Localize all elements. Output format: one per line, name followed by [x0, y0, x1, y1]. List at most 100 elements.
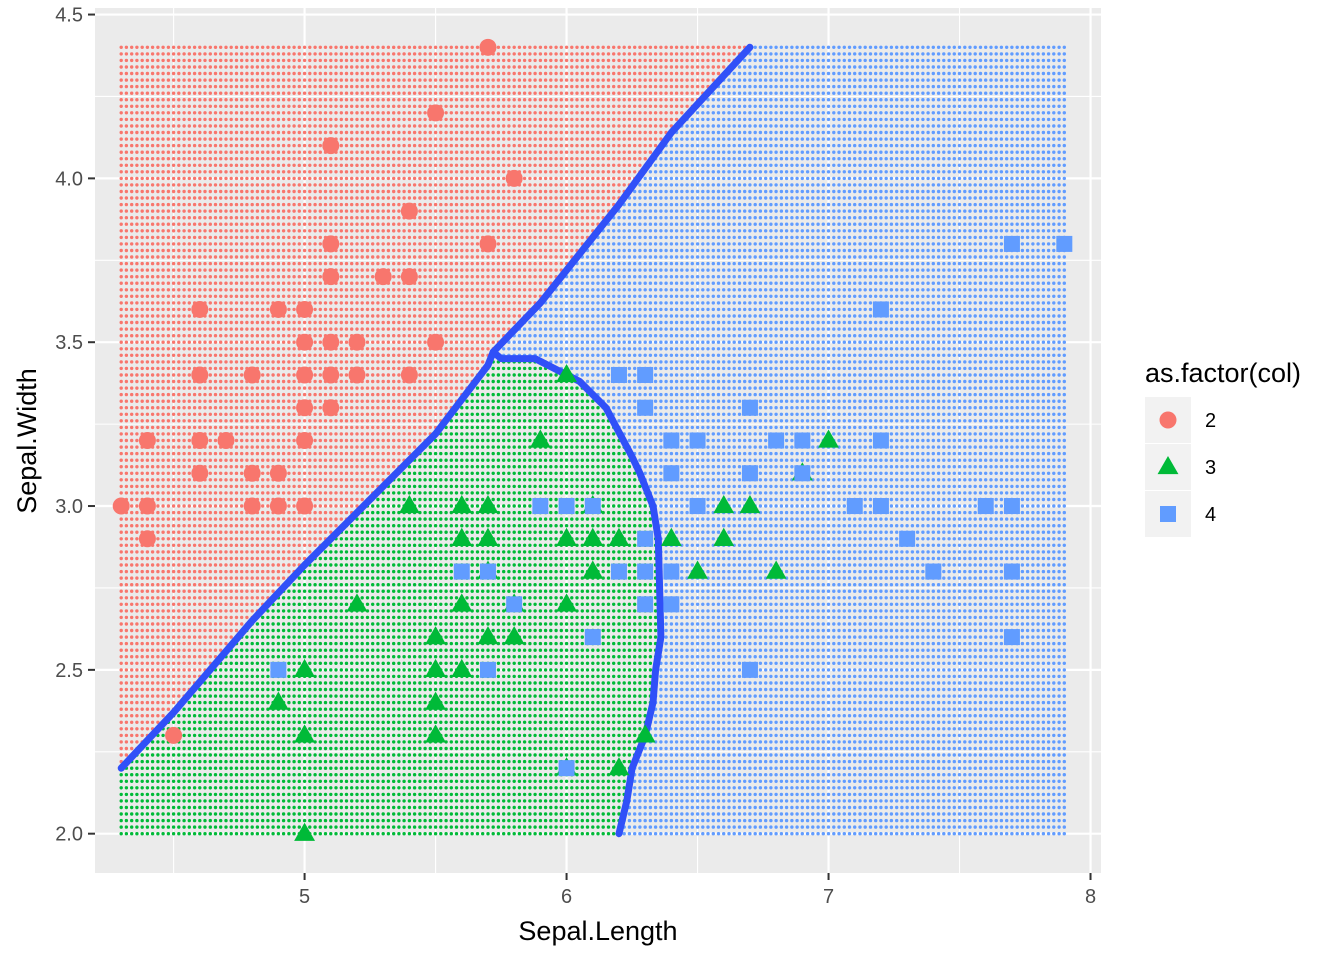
data-point-class-2 — [191, 464, 209, 482]
data-point-class-3 — [556, 527, 578, 546]
data-point-class-4 — [637, 563, 654, 580]
data-point-class-2 — [479, 235, 497, 253]
data-point-class-2 — [296, 497, 314, 515]
data-point-class-3 — [425, 626, 447, 645]
data-point-class-2 — [322, 268, 340, 286]
data-point-class-2 — [427, 104, 445, 122]
data-point-class-2 — [374, 268, 392, 286]
y-tick-label: 3.5 — [55, 332, 83, 354]
data-point-class-2 — [296, 432, 314, 449]
data-point-class-2 — [322, 137, 340, 155]
data-point-class-3 — [477, 626, 499, 645]
data-point-class-2 — [427, 333, 445, 351]
data-point-class-2 — [243, 464, 261, 482]
data-point-class-3 — [582, 527, 604, 546]
data-point-class-2 — [400, 366, 418, 384]
data-point-class-4 — [479, 661, 496, 678]
data-point-class-4 — [453, 563, 470, 580]
x-tick-label: 8 — [1085, 886, 1096, 908]
data-point-class-4 — [558, 498, 575, 515]
data-point-class-2 — [138, 432, 156, 449]
data-point-class-2 — [296, 333, 314, 351]
data-point-class-2 — [269, 464, 287, 482]
data-point-class-3 — [687, 560, 709, 579]
data-points — [112, 38, 1073, 841]
data-point-class-3 — [608, 757, 630, 776]
data-point-class-2 — [322, 399, 340, 417]
data-point-class-4 — [977, 498, 994, 515]
data-point-class-2 — [217, 432, 235, 449]
data-point-class-3 — [556, 363, 578, 383]
y-tick-label: 3.0 — [55, 496, 83, 518]
data-point-class-4 — [532, 498, 549, 515]
legend-label: 4 — [1205, 504, 1216, 526]
data-point-class-4 — [584, 498, 601, 515]
y-tick-label: 2.5 — [55, 660, 83, 682]
data-point-class-4 — [479, 563, 496, 580]
x-tick-label: 5 — [299, 886, 310, 908]
data-point-class-4 — [610, 563, 627, 580]
data-point-class-2 — [400, 202, 418, 220]
data-point-class-4 — [663, 563, 680, 580]
y-axis-title: Sepal.Width — [12, 368, 42, 514]
data-point-class-2 — [400, 268, 418, 286]
data-point-class-2 — [269, 497, 287, 515]
legend: as.factor(col) 2 3 4 — [1145, 358, 1301, 537]
data-point-class-4 — [663, 596, 680, 613]
legend-label: 3 — [1205, 457, 1216, 479]
data-point-class-4 — [584, 629, 601, 646]
y-tick-label: 4.5 — [55, 5, 83, 27]
data-point-class-4 — [794, 432, 811, 449]
data-point-class-2 — [243, 497, 261, 515]
data-point-class-3 — [477, 527, 499, 546]
legend-key-square — [1160, 506, 1176, 522]
data-point-class-4 — [1056, 235, 1073, 252]
data-point-class-2 — [243, 366, 261, 384]
data-point-class-3 — [818, 429, 839, 448]
data-point-class-3 — [713, 495, 735, 514]
legend-title: as.factor(col) — [1145, 358, 1301, 388]
data-point-class-3 — [503, 626, 525, 645]
data-point-class-3 — [451, 658, 473, 678]
data-point-class-2 — [191, 366, 209, 384]
data-point-class-2 — [322, 333, 340, 351]
data-point-class-4 — [872, 432, 889, 449]
data-point-class-3 — [398, 495, 420, 514]
data-point-class-4 — [899, 530, 916, 547]
x-axis-title: Sepal.Length — [518, 916, 677, 946]
data-point-class-4 — [689, 498, 706, 515]
data-point-class-4 — [768, 432, 785, 449]
data-point-class-3 — [713, 527, 735, 546]
data-point-class-4 — [1003, 498, 1020, 515]
data-point-class-2 — [269, 300, 287, 318]
data-point-class-3 — [608, 527, 630, 546]
region-points-class-2 — [119, 45, 752, 764]
data-point-class-2 — [296, 366, 314, 384]
data-point-class-3 — [739, 495, 761, 514]
data-point-class-3 — [451, 527, 473, 546]
data-point-class-4 — [637, 366, 654, 383]
y-tick-label: 2.0 — [55, 824, 83, 846]
data-point-class-3 — [267, 691, 289, 710]
data-point-class-3 — [477, 495, 499, 514]
data-point-class-4 — [872, 301, 889, 318]
data-point-class-3 — [294, 658, 316, 678]
data-point-class-4 — [794, 465, 811, 482]
data-point-class-3 — [425, 691, 447, 710]
data-point-class-4 — [558, 760, 575, 777]
data-point-class-4 — [1003, 235, 1020, 252]
decision-boundary — [117, 43, 754, 838]
data-point-class-2 — [191, 300, 209, 318]
data-point-class-3 — [765, 560, 787, 579]
data-point-class-4 — [663, 465, 680, 482]
data-point-class-4 — [741, 399, 758, 416]
region-points-class-3 — [119, 360, 663, 836]
data-point-class-3 — [294, 822, 316, 841]
data-point-class-2 — [165, 726, 183, 744]
data-point-class-4 — [741, 465, 758, 482]
legend-key-circle — [1159, 411, 1177, 429]
region-points-class-4 — [491, 45, 1066, 836]
data-point-class-4 — [506, 596, 523, 613]
data-point-class-4 — [925, 563, 942, 580]
